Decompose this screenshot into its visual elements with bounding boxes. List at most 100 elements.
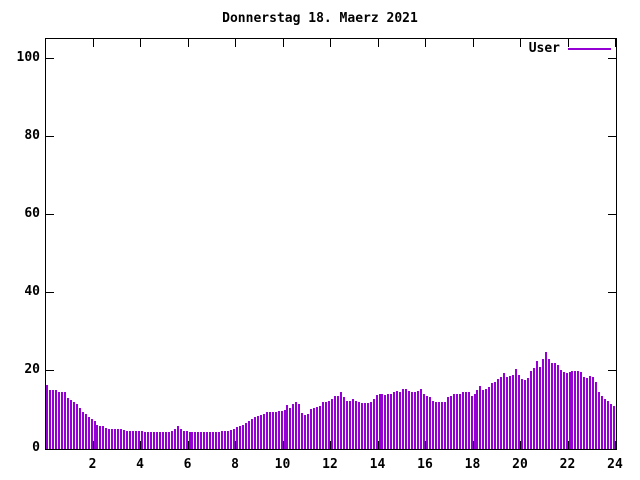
- bar: [256, 416, 259, 449]
- x-tick-label: 18: [464, 457, 481, 472]
- bar: [72, 402, 75, 449]
- bar: [108, 429, 111, 449]
- bar: [523, 380, 526, 449]
- bar: [96, 425, 99, 449]
- bar: [434, 402, 437, 449]
- x-tick-label: 6: [183, 457, 192, 472]
- bar: [185, 431, 188, 449]
- bar: [46, 385, 48, 449]
- bar: [191, 432, 194, 449]
- axis-tick: [235, 39, 236, 47]
- axis-tick: [608, 58, 616, 59]
- bar: [298, 404, 301, 449]
- bar: [304, 415, 307, 449]
- bar: [357, 402, 360, 449]
- bar: [405, 389, 408, 449]
- bar: [369, 402, 372, 449]
- bar: [268, 412, 271, 449]
- bar: [399, 392, 402, 449]
- axis-tick: [330, 39, 331, 47]
- bar: [497, 379, 500, 449]
- axis-tick: [235, 441, 236, 449]
- bar: [253, 417, 256, 449]
- bar: [138, 431, 141, 449]
- axis-tick: [608, 370, 616, 371]
- bar: [188, 432, 191, 449]
- bar: [203, 432, 206, 449]
- bar: [146, 432, 149, 449]
- bar: [328, 401, 331, 449]
- bar: [571, 371, 574, 449]
- bar: [333, 396, 336, 449]
- bar: [473, 394, 476, 449]
- bar: [363, 403, 366, 449]
- bar: [372, 399, 375, 449]
- x-tick-label: 10: [274, 457, 291, 472]
- bar: [574, 371, 577, 449]
- bar: [440, 402, 443, 449]
- bar: [149, 432, 152, 449]
- bar: [589, 376, 592, 449]
- axis-tick: [520, 441, 521, 449]
- bar: [212, 432, 215, 449]
- bar: [78, 408, 81, 449]
- bar: [592, 377, 595, 449]
- bar: [244, 423, 247, 449]
- bar: [209, 432, 212, 449]
- axis-tick: [46, 292, 54, 293]
- bar: [167, 432, 170, 449]
- axis-tick: [520, 39, 521, 47]
- bar: [417, 391, 420, 449]
- bar: [488, 387, 491, 449]
- bar: [455, 394, 458, 449]
- bar: [241, 425, 244, 449]
- bar: [482, 390, 485, 449]
- bar: [117, 429, 120, 449]
- plot-area: [45, 38, 617, 450]
- bar: [446, 397, 449, 449]
- bar: [310, 409, 313, 449]
- bar: [325, 402, 328, 449]
- bar: [526, 378, 529, 449]
- y-tick-label: 100: [16, 50, 40, 65]
- bar: [479, 386, 482, 449]
- bar: [559, 370, 562, 449]
- bar: [402, 389, 405, 449]
- x-tick-label: 4: [136, 457, 144, 472]
- bar: [336, 396, 339, 449]
- bar: [586, 378, 589, 449]
- bar: [387, 394, 390, 449]
- bar: [54, 390, 57, 449]
- bar: [114, 429, 117, 449]
- bar: [556, 365, 559, 449]
- bar: [221, 431, 224, 449]
- bar: [63, 392, 66, 449]
- bar: [583, 377, 586, 449]
- bar: [485, 389, 488, 449]
- bar: [553, 363, 556, 449]
- bar: [250, 419, 253, 449]
- bar: [233, 429, 236, 449]
- bar: [529, 371, 532, 449]
- bar: [390, 394, 393, 449]
- bar: [568, 372, 571, 449]
- bar: [265, 412, 268, 449]
- legend-label: User: [528, 41, 560, 56]
- x-tick-label: 24: [607, 457, 623, 472]
- bar: [577, 371, 580, 449]
- y-tick-label: 0: [32, 440, 40, 455]
- bar: [423, 394, 426, 449]
- bar: [66, 398, 69, 449]
- bar: [206, 432, 209, 449]
- bar: [384, 395, 387, 449]
- bar: [164, 432, 167, 449]
- bar: [141, 431, 143, 449]
- bar: [503, 373, 506, 449]
- bar: [547, 359, 550, 449]
- bar: [182, 431, 185, 449]
- bar: [176, 426, 179, 449]
- axis-tick: [330, 441, 331, 449]
- bar: [277, 411, 280, 449]
- bar: [375, 395, 378, 449]
- bar: [87, 417, 90, 449]
